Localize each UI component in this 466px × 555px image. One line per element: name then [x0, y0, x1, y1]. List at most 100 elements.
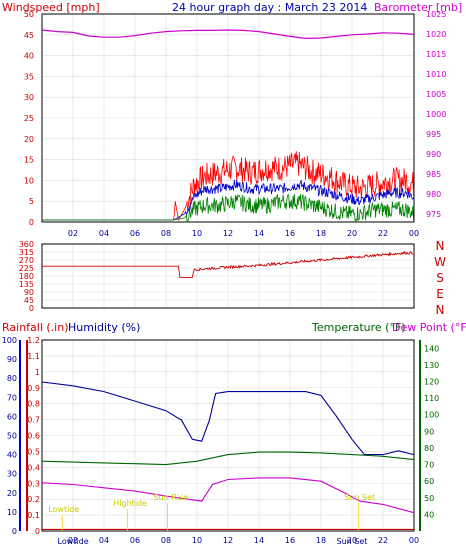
weather-x-tick: 12 [223, 536, 233, 545]
baro-y-tick: 1005 [426, 90, 446, 99]
event-label: Sun Set [337, 537, 368, 546]
weather-x-tick: 22 [378, 536, 388, 545]
baro-y-tick: 995 [426, 130, 441, 139]
temp-y-tick: 40 [424, 510, 434, 519]
temp-y-tick: 90 [424, 427, 434, 436]
humidity-y-tick: 40 [7, 451, 17, 460]
baro-y-tick: 1010 [426, 70, 446, 79]
baro-y-tick: 985 [426, 170, 441, 179]
wind-plot-frame [41, 13, 415, 223]
weather-x-tick: 00 [409, 536, 419, 545]
humidity-y-tick: 100 [2, 336, 17, 345]
event-label: Lowtide [58, 537, 89, 546]
windspeed-label: Windspeed [mph] [2, 1, 100, 14]
event-label: Sun Rise [154, 493, 189, 502]
humidity-label: Humidity (%) [68, 321, 140, 334]
wind-y-tick: 30 [24, 93, 34, 102]
wind-x-tick: 22 [378, 229, 388, 238]
temp-y-tick: 60 [424, 477, 434, 486]
wind-y-tick: 0 [29, 218, 34, 227]
direction-y-tick: 45 [24, 296, 34, 305]
wind-x-tick: 16 [285, 229, 295, 238]
wind-x-tick: 12 [223, 229, 233, 238]
series-dewpoint [41, 477, 415, 514]
baro-y-tick: 1020 [426, 30, 446, 39]
weather-x-tick: 14 [254, 536, 264, 545]
weather-x-tick: 08 [161, 536, 171, 545]
wind-y-tick: 40 [24, 52, 34, 61]
rain-y-tick: 0.9 [27, 384, 40, 393]
weather-x-tick: 06 [130, 536, 140, 545]
wind-x-tick: 00 [409, 229, 419, 238]
wind-y-tick: 25 [24, 114, 34, 123]
dewpoint-label: Dew Point (°F) [392, 321, 466, 334]
wind-y-tick: 10 [24, 176, 34, 185]
wind-y-tick: 50 [24, 10, 34, 19]
series-direction [42, 250, 414, 278]
baro-y-tick: 990 [426, 150, 441, 159]
temp-y-tick: 70 [424, 461, 434, 470]
event-label: Sun Set [344, 493, 375, 502]
wind-y-tick: 5 [29, 197, 34, 206]
weather-plot-frame [41, 339, 415, 532]
compass-label: S [436, 271, 444, 285]
temp-y-tick: 50 [424, 494, 434, 503]
temp-y-tick: 140 [424, 344, 439, 353]
event-label: Lowtide [48, 505, 79, 514]
weather-x-tick: 16 [285, 536, 295, 545]
wind-x-tick: 14 [254, 229, 264, 238]
temp-y-tick: 80 [424, 444, 434, 453]
series-barometer [41, 29, 415, 40]
rain-y-tick: 0.3 [27, 479, 40, 488]
compass-label: N [436, 303, 445, 317]
direction-y-tick: 135 [19, 280, 34, 289]
direction-plot-frame [41, 243, 415, 309]
wind-y-tick: 15 [24, 156, 34, 165]
rain-y-tick: 0.4 [27, 463, 40, 472]
compass-label: N [436, 239, 445, 253]
direction-y-tick: 315 [19, 248, 34, 257]
humidity-y-tick: 30 [7, 470, 17, 479]
baro-y-tick: 1015 [426, 50, 446, 59]
weather-x-tick: 04 [99, 536, 109, 545]
compass-label: W [434, 255, 446, 269]
rain-y-tick: 1 [35, 368, 40, 377]
temp-y-tick: 130 [424, 361, 439, 370]
rain-y-tick: 1.1 [27, 352, 40, 361]
series-temperature [41, 451, 415, 466]
rain-y-tick: 0.5 [27, 447, 40, 456]
rainfall-label: Rainfall (.in) [2, 321, 69, 334]
rain-y-tick: 0.2 [27, 495, 40, 504]
direction-y-tick: 180 [19, 272, 34, 281]
wind-y-tick: 20 [24, 135, 34, 144]
wind-x-tick: 10 [192, 229, 202, 238]
rain-y-tick: 0.1 [27, 511, 40, 520]
rain-y-tick: 1.2 [27, 336, 40, 345]
barometer-label: Barometer [mb] [374, 1, 462, 14]
baro-y-tick: 1025 [426, 10, 446, 19]
humidity-y-tick: 90 [7, 355, 17, 364]
compass-label: E [436, 287, 444, 301]
temp-y-tick: 120 [424, 378, 439, 387]
humidity-y-tick: 70 [7, 393, 17, 402]
humidity-y-tick: 60 [7, 412, 17, 421]
wind-y-tick: 35 [24, 72, 34, 81]
baro-y-tick: 1000 [426, 110, 446, 119]
series-wind_min [42, 193, 415, 223]
humidity-y-tick: 0 [12, 527, 17, 536]
wind-x-tick: 02 [68, 229, 78, 238]
series-humidity [41, 381, 415, 456]
wind-x-tick: 06 [130, 229, 140, 238]
wind-x-tick: 08 [161, 229, 171, 238]
chart-title: 24 hour graph day : March 23 2014 [172, 1, 367, 14]
direction-y-tick: 360 [19, 240, 34, 249]
temperature-label: Temperature (°F) [311, 321, 406, 334]
weather-x-tick: 18 [316, 536, 326, 545]
humidity-y-tick: 80 [7, 374, 17, 383]
rain-y-tick: 0.8 [27, 400, 40, 409]
weather-x-tick: 10 [192, 536, 202, 545]
weather-x-tick: 02 [68, 536, 78, 545]
wind-x-tick: 20 [347, 229, 357, 238]
